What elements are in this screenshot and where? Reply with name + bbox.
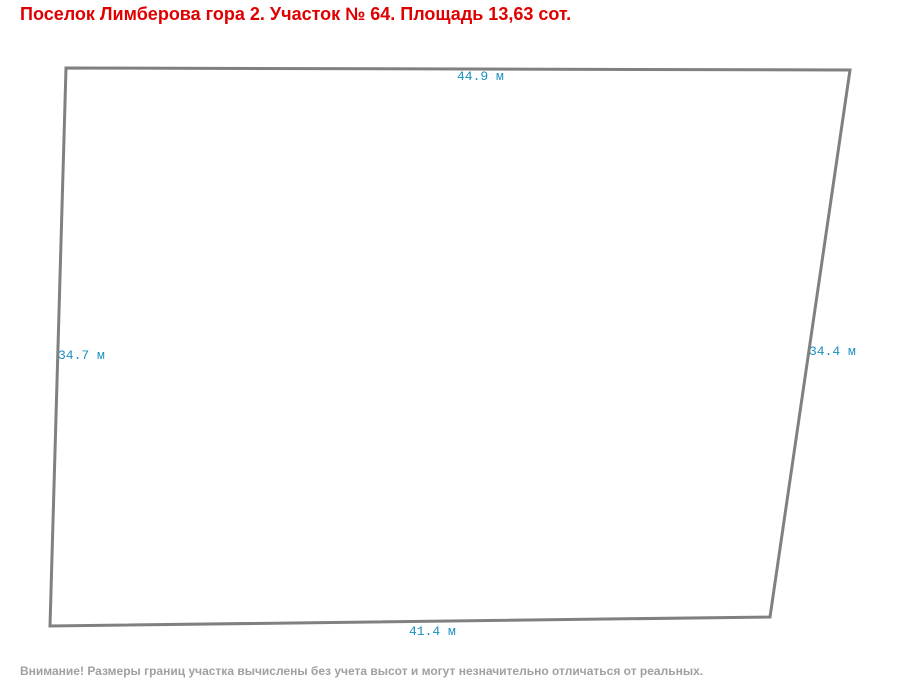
edge-label: 34.4 м [809,344,856,359]
title: Поселок Лимберова гора 2. Участок № 64. … [20,4,571,24]
edge-label: 41.4 м [409,624,456,639]
edge-label: 44.9 м [457,69,504,84]
plot-boundary [48,66,852,628]
footer-note: Внимание! Размеры границ участка вычисле… [20,664,703,678]
edge-label: 34.7 м [58,348,105,363]
